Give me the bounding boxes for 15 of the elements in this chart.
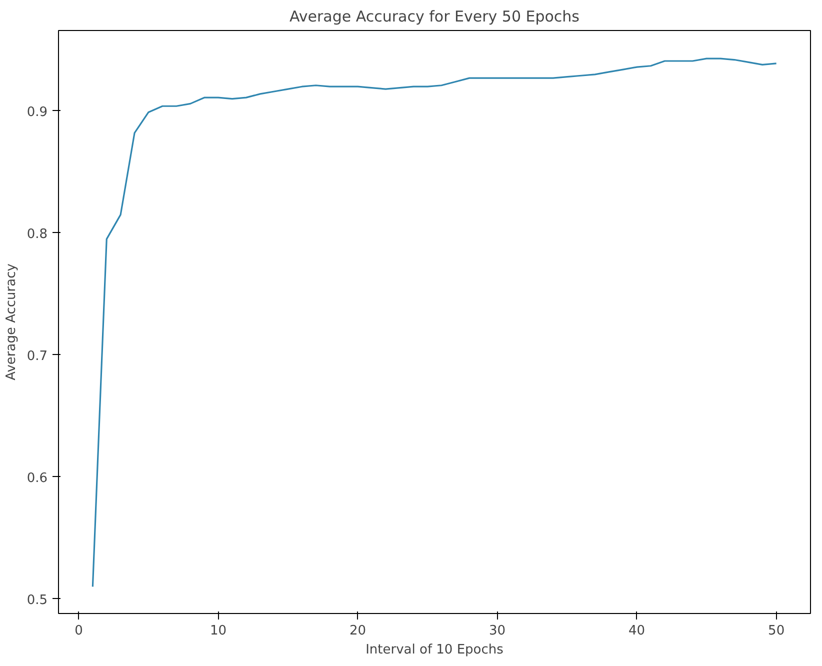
y-tick-label: 0.6 [26,470,48,486]
chart-title: Average Accuracy for Every 50 Epochs [290,8,580,26]
y-tick-label: 0.7 [26,348,48,364]
x-tick-label: 20 [349,624,366,638]
x-tick-label: 0 [74,624,83,638]
x-axis-title: Interval of 10 Epochs [366,642,504,658]
x-tick-label: 50 [768,624,785,638]
y-tick-label: 0.9 [26,105,48,120]
x-tick-label: 10 [210,624,227,638]
x-tick-label: 40 [628,624,646,638]
line-series [92,58,778,588]
y-axis-title: Average Accuracy [4,263,19,380]
x-tick-label: 30 [489,624,506,638]
y-tick-label: 0.5 [26,592,48,608]
y-tick-label: 0.8 [26,226,48,242]
